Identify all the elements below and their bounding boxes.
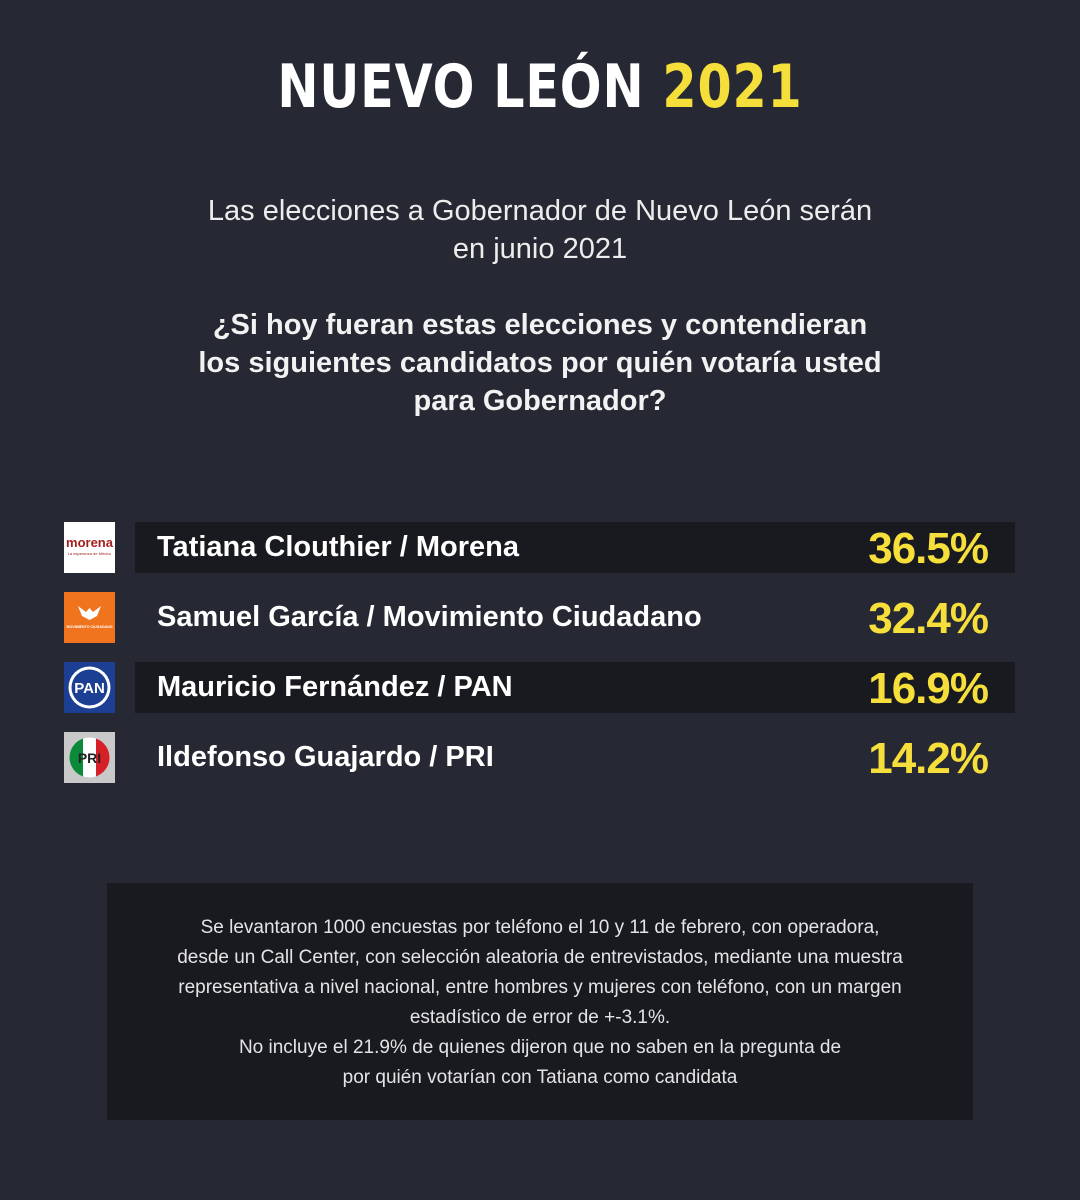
candidate-name: Samuel García / Movimiento Ciudadano	[157, 601, 702, 633]
note-line-4: estadístico de error de +-3.1%.	[409, 1007, 671, 1028]
note-line-1: Se levantaron 1000 encuestas por teléfon…	[200, 917, 880, 938]
result-row-morena: morena La esperanza de México Tatiana Cl…	[0, 522, 1080, 592]
survey-question: ¿Si hoy fueran estas elecciones y conten…	[140, 306, 940, 420]
row-background	[135, 522, 1015, 573]
note-line-2: desde un Call Center, con selección alea…	[177, 947, 903, 968]
candidate-percentage: 32.4%	[868, 594, 989, 643]
candidate-percentage: 14.2%	[868, 734, 989, 783]
pan-logo-text: PAN	[74, 680, 105, 697]
note-line-5: No incluye el 21.9% de quienes dijeron q…	[238, 1037, 842, 1058]
morena-logo-text: morena	[66, 535, 114, 550]
result-row-pri: PRI Ildefonso Guajardo / PRI 14.2%	[0, 732, 1080, 802]
morena-logo: morena La esperanza de México	[64, 522, 115, 573]
methodology-text: Se levantaron 1000 encuestas por teléfon…	[127, 913, 953, 1093]
mc-logo-text: MOVIMIENTO CIUDADANO	[66, 625, 112, 629]
candidate-name: Tatiana Clouthier / Morena	[157, 531, 520, 563]
pri-logo-text: PRI	[78, 750, 101, 766]
question-line-1: ¿Si hoy fueran estas elecciones y conten…	[212, 309, 868, 341]
candidate-name: Mauricio Fernández / PAN	[157, 671, 513, 703]
result-row-movimiento-ciudadano: MOVIMIENTO CIUDADANO Samuel García / Mov…	[0, 592, 1080, 662]
candidate-percentage: 36.5%	[868, 524, 989, 573]
page-title: NUEVO LEÓN 2021	[97, 52, 983, 122]
pri-logo: PRI	[64, 732, 115, 783]
title-year: 2021	[662, 52, 803, 122]
methodology-note: Se levantaron 1000 encuestas por teléfon…	[107, 883, 973, 1120]
movimiento-ciudadano-logo: MOVIMIENTO CIUDADANO	[64, 592, 115, 643]
question-line-3: para Gobernador?	[413, 385, 667, 417]
morena-logo-subtext: La esperanza de México	[68, 551, 112, 556]
question-line-2: los siguientes candidatos por quién vota…	[198, 347, 882, 379]
results-table: morena La esperanza de México Tatiana Cl…	[0, 522, 1080, 802]
note-line-6: por quién votarían con Tatiana como cand…	[342, 1067, 738, 1088]
intro-line-2: en junio 2021	[452, 233, 628, 265]
intro-line-1: Las elecciones a Gobernador de Nuevo Leó…	[207, 195, 873, 227]
candidate-name: Ildefonso Guajardo / PRI	[157, 741, 494, 773]
result-row-pan: PAN Mauricio Fernández / PAN 16.9%	[0, 662, 1080, 732]
candidate-percentage: 16.9%	[868, 664, 989, 713]
title-state: NUEVO LEÓN	[277, 52, 645, 122]
note-line-3: representativa a nivel nacional, entre h…	[178, 977, 902, 998]
pan-logo: PAN	[64, 662, 115, 713]
row-background	[135, 662, 1015, 713]
intro-text: Las elecciones a Gobernador de Nuevo Leó…	[140, 192, 940, 268]
